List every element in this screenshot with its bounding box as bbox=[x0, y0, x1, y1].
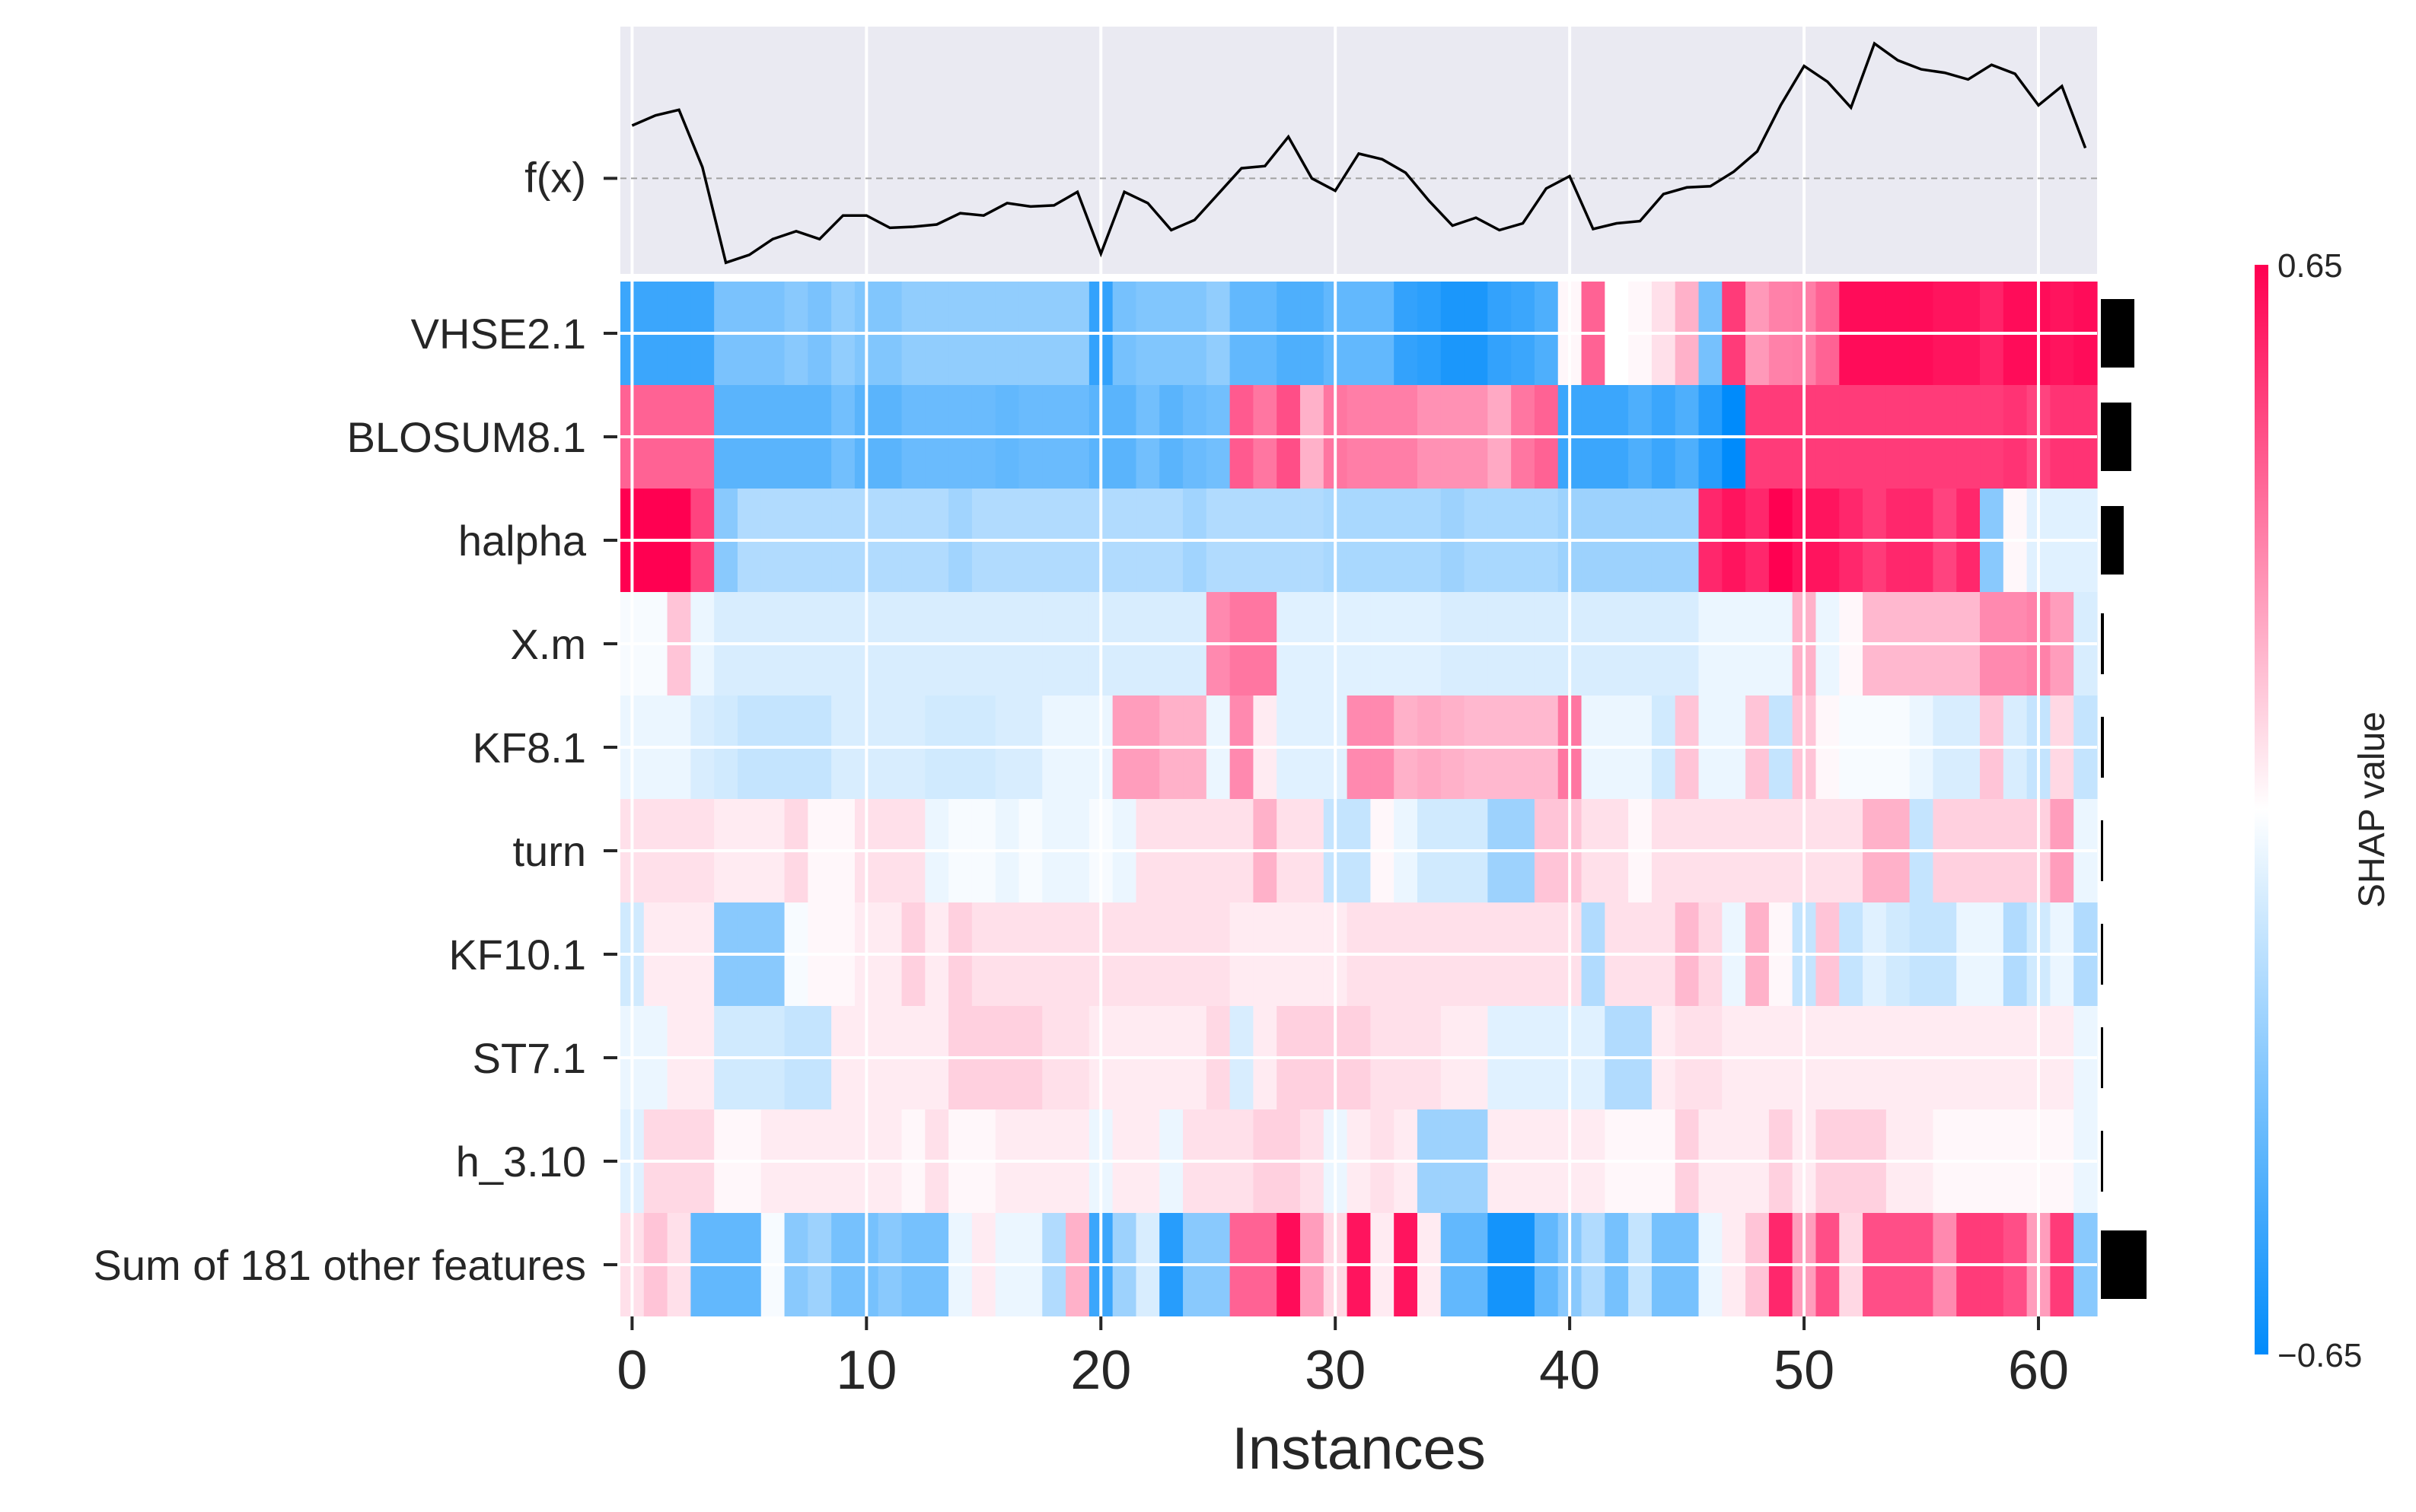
importance-bar bbox=[2101, 506, 2124, 575]
colorbar: 0.65 −0.65 SHAP value bbox=[2255, 247, 2392, 1374]
importance-bar bbox=[2101, 717, 2104, 778]
x-tick-label: 20 bbox=[1070, 1340, 1131, 1401]
y-tick-label: X.m bbox=[510, 620, 586, 668]
y-tick-label: VHSE2.1 bbox=[411, 310, 586, 358]
y-tick-label: KF8.1 bbox=[473, 724, 586, 772]
importance-bars bbox=[2101, 299, 2147, 1299]
importance-bar bbox=[2101, 613, 2104, 674]
colorbar-max-label: 0.65 bbox=[2277, 247, 2343, 285]
x-tick-label: 60 bbox=[2008, 1340, 2069, 1401]
x-axis-label: Instances bbox=[1232, 1415, 1486, 1482]
y-tick-label: ST7.1 bbox=[473, 1034, 586, 1082]
x-tick-label: 30 bbox=[1305, 1340, 1366, 1401]
y-tick-label: KF10.1 bbox=[448, 931, 586, 979]
colorbar-title: SHAP value bbox=[2352, 711, 2392, 908]
importance-bar bbox=[2101, 820, 2103, 881]
importance-bar bbox=[2101, 1027, 2103, 1088]
colorbar-gradient bbox=[2255, 265, 2268, 1354]
x-tick-label: 40 bbox=[1539, 1340, 1600, 1401]
y-tick-label: BLOSUM8.1 bbox=[347, 413, 586, 461]
fx-panel bbox=[620, 27, 2097, 274]
colorbar-min-label: −0.65 bbox=[2277, 1337, 2362, 1374]
x-tick-label: 0 bbox=[617, 1340, 647, 1401]
fx-label: f(x) bbox=[524, 153, 586, 201]
importance-bar bbox=[2101, 1131, 2103, 1192]
y-tick-label: h_3.10 bbox=[456, 1138, 586, 1186]
x-tick-label: 10 bbox=[836, 1340, 897, 1401]
importance-bar bbox=[2101, 1230, 2147, 1299]
importance-bar bbox=[2101, 924, 2103, 985]
importance-bar bbox=[2101, 299, 2134, 368]
y-tick-label: Sum of 181 other features bbox=[94, 1241, 587, 1289]
importance-bar bbox=[2101, 403, 2131, 471]
x-tick-label: 50 bbox=[1774, 1340, 1834, 1401]
fx-background bbox=[620, 27, 2097, 274]
y-tick-label: turn bbox=[513, 827, 587, 875]
y-tick-label: halpha bbox=[458, 517, 587, 565]
